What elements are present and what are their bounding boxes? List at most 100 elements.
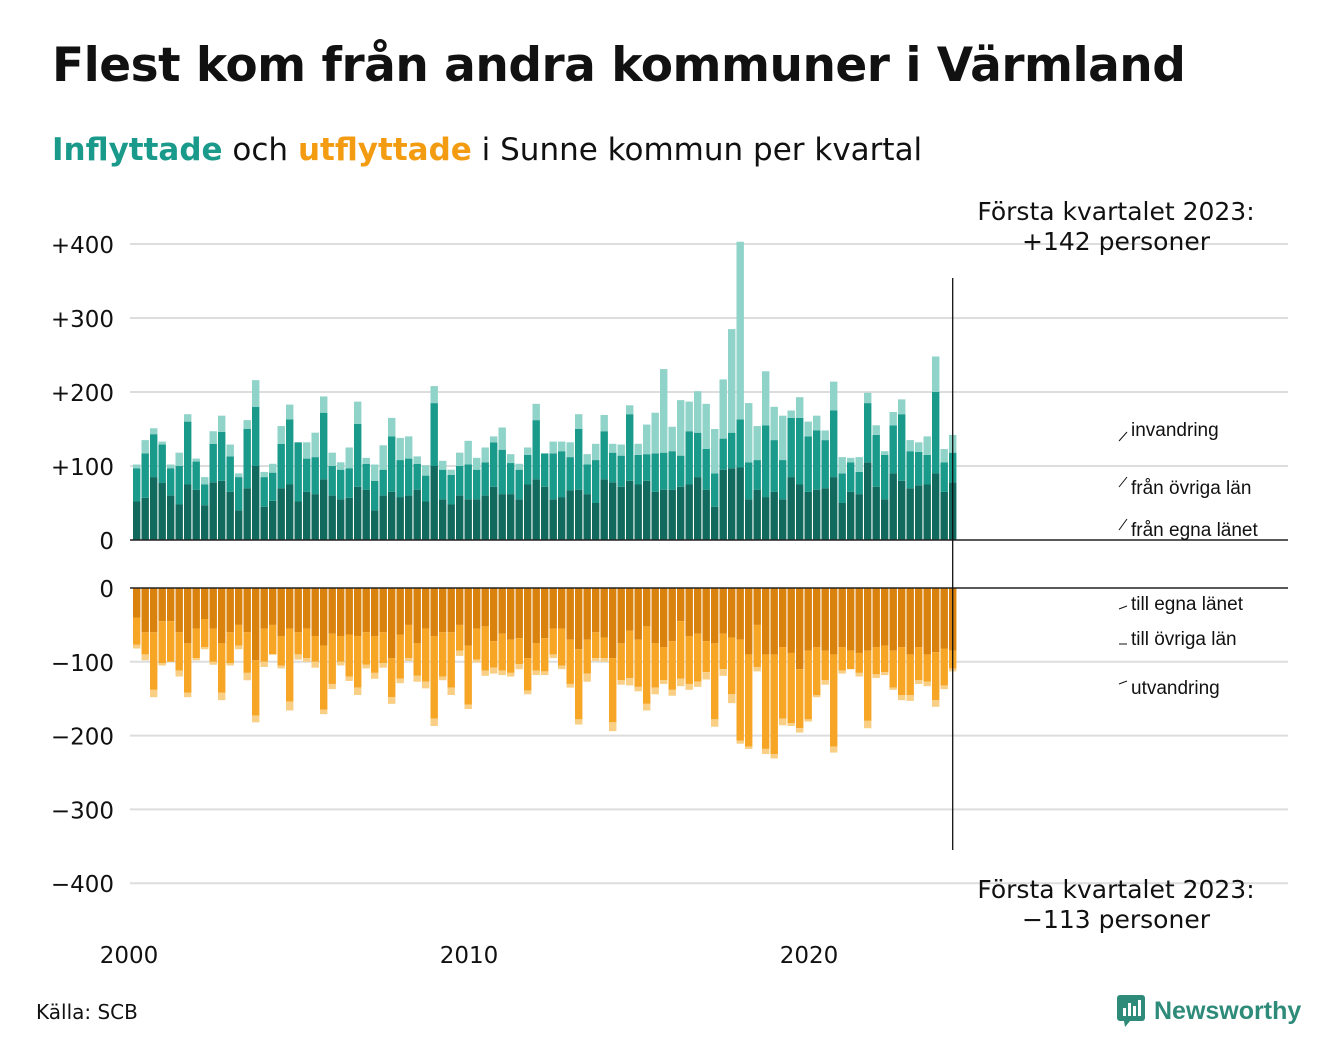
bar-inflow-own-county xyxy=(541,486,549,540)
bar-inflow-immigration xyxy=(762,371,770,426)
bar-outflow-emigration xyxy=(422,681,430,689)
bar-outflow-own-county xyxy=(685,588,693,636)
bar-inflow-other-counties xyxy=(719,438,727,470)
bar-inflow-immigration xyxy=(753,426,761,461)
bar-outflow-emigration xyxy=(855,672,863,677)
bar-inflow-other-counties xyxy=(226,456,234,492)
bar-outflow-own-county xyxy=(558,588,566,629)
bar-inflow-own-county xyxy=(728,468,736,540)
bar-outflow-other-counties xyxy=(269,624,277,655)
bar-outflow-own-county xyxy=(745,588,753,655)
bar-inflow-immigration xyxy=(872,425,880,435)
bar-inflow-own-county xyxy=(855,494,863,540)
bar-inflow-own-county xyxy=(566,490,574,540)
bar-inflow-other-counties xyxy=(456,466,464,496)
bar-inflow-immigration xyxy=(133,464,141,469)
bar-inflow-other-counties xyxy=(184,421,192,485)
bar-inflow-other-counties xyxy=(813,430,821,490)
bar-outflow-emigration xyxy=(736,740,744,744)
bar-inflow-immigration xyxy=(532,403,540,421)
bar-outflow-emigration xyxy=(804,719,812,722)
series-label-inflow: invandring xyxy=(1131,420,1219,441)
bar-inflow-immigration xyxy=(830,381,838,411)
bar-outflow-own-county xyxy=(388,588,396,659)
bar-inflow-other-counties xyxy=(192,461,200,490)
bar-outflow-emigration xyxy=(796,728,804,733)
bar-inflow-immigration xyxy=(252,380,260,407)
bar-inflow-immigration xyxy=(141,440,149,454)
bar-outflow-other-counties xyxy=(235,624,243,646)
bar-outflow-emigration xyxy=(711,719,719,727)
bar-outflow-emigration xyxy=(294,654,302,660)
bar-inflow-own-county xyxy=(481,495,489,540)
bar-inflow-other-counties xyxy=(634,454,642,485)
bar-inflow-immigration xyxy=(507,454,515,464)
bar-inflow-own-county xyxy=(260,506,268,540)
bar-outflow-own-county xyxy=(881,588,889,646)
bar-outflow-emigration xyxy=(617,680,625,685)
bar-outflow-own-county xyxy=(337,588,345,636)
bar-outflow-own-county xyxy=(677,588,685,622)
bar-outflow-other-counties xyxy=(762,654,770,749)
bar-inflow-other-counties xyxy=(881,454,889,500)
bar-outflow-other-counties xyxy=(396,634,404,679)
bar-outflow-own-county xyxy=(141,588,149,633)
bar-outflow-other-counties xyxy=(277,635,285,666)
bar-outflow-own-county xyxy=(209,588,217,629)
bar-outflow-other-counties xyxy=(881,645,889,673)
bar-inflow-immigration xyxy=(439,460,447,470)
bar-outflow-emigration xyxy=(430,718,438,727)
bar-inflow-immigration xyxy=(184,414,192,422)
bar-outflow-emigration xyxy=(490,667,498,674)
bar-outflow-emigration xyxy=(660,680,668,684)
bar-outflow-other-counties xyxy=(872,647,880,675)
bar-outflow-other-counties xyxy=(643,626,651,704)
bar-outflow-own-county xyxy=(286,588,294,629)
bar-inflow-immigration xyxy=(813,415,821,431)
bar-inflow-other-counties xyxy=(209,443,217,483)
bar-inflow-immigration xyxy=(328,452,336,466)
bar-outflow-other-counties xyxy=(354,635,362,688)
bar-outflow-other-counties xyxy=(303,628,311,659)
bar-outflow-emigration xyxy=(609,722,617,732)
bar-inflow-immigration xyxy=(881,451,889,455)
bar-outflow-emigration xyxy=(388,697,396,704)
bar-outflow-emigration xyxy=(728,694,736,704)
bar-inflow-own-county xyxy=(762,497,770,540)
bar-outflow-other-counties xyxy=(787,652,795,724)
bar-inflow-immigration xyxy=(201,477,209,485)
bar-inflow-immigration xyxy=(915,442,923,452)
bar-outflow-emigration xyxy=(592,658,600,662)
bar-outflow-other-counties xyxy=(745,654,753,747)
bar-inflow-other-counties xyxy=(260,477,268,507)
bar-inflow-immigration xyxy=(260,471,268,478)
bar-outflow-own-county xyxy=(175,588,183,633)
bar-outflow-emigration xyxy=(745,746,753,749)
bar-outflow-own-county xyxy=(787,588,795,653)
bar-outflow-other-counties xyxy=(498,633,506,671)
bar-inflow-immigration xyxy=(770,406,778,441)
bar-outflow-emigration xyxy=(694,681,702,687)
bar-inflow-own-county xyxy=(328,495,336,540)
bar-inflow-immigration xyxy=(643,424,651,455)
bar-outflow-other-counties xyxy=(490,641,498,668)
bar-outflow-own-county xyxy=(260,588,268,629)
bar-inflow-immigration xyxy=(626,405,634,415)
bar-outflow-emigration xyxy=(277,665,285,669)
bar-outflow-other-counties xyxy=(668,641,676,690)
bar-outflow-own-county xyxy=(702,588,710,642)
x-tick-label: 2000 xyxy=(100,943,159,969)
bar-inflow-other-counties xyxy=(133,468,141,502)
bar-inflow-immigration xyxy=(524,447,532,455)
subtitle-rest: i Sunne kommun per kvartal xyxy=(471,132,923,168)
bar-outflow-other-counties xyxy=(855,652,863,673)
bar-outflow-other-counties xyxy=(439,632,447,677)
bar-inflow-own-county xyxy=(192,489,200,540)
source-credit: Källa: SCB xyxy=(36,1000,138,1024)
y-tick-label: −200 xyxy=(51,725,114,751)
bar-inflow-immigration xyxy=(422,465,430,476)
bar-inflow-immigration xyxy=(175,452,183,466)
bar-inflow-other-counties xyxy=(354,423,362,487)
bar-inflow-other-counties xyxy=(855,471,863,495)
